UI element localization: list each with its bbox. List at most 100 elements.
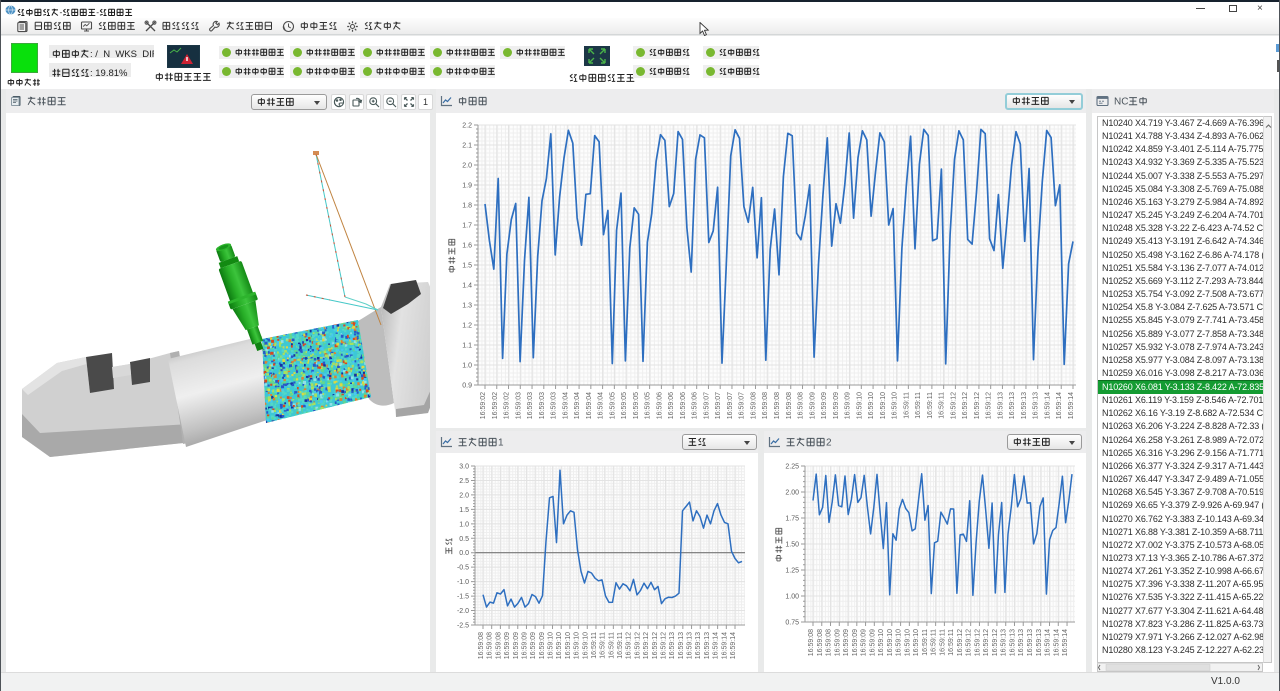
svg-text:16:59:11: 16:59:11 [948, 629, 955, 656]
svg-text:16:59:12: 16:59:12 [652, 632, 659, 659]
svg-text:16:59:06: 16:59:06 [656, 392, 663, 419]
svg-text:16:59:09: 16:59:09 [521, 632, 528, 659]
svg-text:16:59:12: 16:59:12 [950, 392, 957, 419]
svg-text:16:59:05: 16:59:05 [633, 392, 640, 419]
svg-text:1.0: 1.0 [459, 521, 469, 528]
svg-text:16:59:08: 16:59:08 [762, 392, 769, 419]
svg-text:16:59:09: 16:59:09 [834, 629, 841, 656]
svg-text:16:59:05: 16:59:05 [621, 392, 628, 419]
svg-text:16:59:12: 16:59:12 [974, 392, 981, 419]
svg-text:-2.0: -2.0 [457, 608, 469, 615]
svg-text:16:59:12: 16:59:12 [643, 632, 650, 659]
svg-text:16:59:09: 16:59:09 [504, 632, 511, 659]
svg-text:16:59:12: 16:59:12 [634, 632, 641, 659]
svg-text:1.5: 1.5 [462, 263, 472, 270]
svg-text:2: 2 [826, 437, 832, 448]
svg-text:16:59:10: 16:59:10 [878, 629, 885, 656]
svg-text:: /_N_WKS_DIR...: : /_N_WKS_DIR... [90, 49, 154, 58]
svg-text:16:59:06: 16:59:06 [692, 392, 699, 419]
svg-text:16:59:10: 16:59:10 [565, 632, 572, 659]
svg-text:16:59:11: 16:59:11 [931, 629, 938, 656]
svg-text:16:59:13: 16:59:13 [1009, 392, 1016, 419]
svg-text:16:59:14: 16:59:14 [1045, 392, 1052, 419]
svg-text:16:59:14: 16:59:14 [1045, 629, 1052, 656]
svg-text:16:59:06: 16:59:06 [668, 392, 675, 419]
svg-text:16:59:07: 16:59:07 [703, 392, 710, 419]
svg-text:16:59:11: 16:59:11 [591, 632, 598, 659]
svg-text:16:59:12: 16:59:12 [992, 629, 999, 656]
svg-text:0.9: 0.9 [462, 383, 472, 390]
svg-text:1.75: 1.75 [785, 516, 799, 523]
svg-text:1.1: 1.1 [462, 343, 472, 350]
svg-text:16:59:14: 16:59:14 [1062, 629, 1069, 656]
svg-text:16:59:10: 16:59:10 [856, 392, 863, 419]
svg-text:2.0: 2.0 [462, 163, 472, 170]
svg-text:16:59:03: 16:59:03 [515, 392, 522, 419]
svg-text:1.4: 1.4 [462, 283, 472, 290]
svg-text:1.0: 1.0 [462, 363, 472, 370]
svg-text:16:59:09: 16:59:09 [513, 632, 520, 659]
svg-text:16:59:13: 16:59:13 [1010, 629, 1017, 656]
svg-text:16:59:11: 16:59:11 [617, 632, 624, 659]
svg-text:16:59:07: 16:59:07 [715, 392, 722, 419]
svg-text:1.3: 1.3 [462, 303, 472, 310]
svg-text:0.0: 0.0 [459, 550, 469, 557]
svg-text:16:59:11: 16:59:11 [903, 392, 910, 419]
svg-text:16:59:14: 16:59:14 [1068, 392, 1075, 419]
svg-text:16:59:10: 16:59:10 [880, 392, 887, 419]
svg-text:16:59:10: 16:59:10 [868, 392, 875, 419]
svg-text:1.5: 1.5 [459, 507, 469, 514]
svg-text:16:59:13: 16:59:13 [1033, 392, 1040, 419]
svg-text:16:59:07: 16:59:07 [739, 392, 746, 419]
svg-text:1.8: 1.8 [462, 203, 472, 210]
svg-text:1.00: 1.00 [785, 594, 799, 601]
svg-text:16:59:09: 16:59:09 [821, 392, 828, 419]
svg-text:16:59:11: 16:59:11 [915, 392, 922, 419]
svg-text:16:59:03: 16:59:03 [527, 392, 534, 419]
svg-text:16:59:11: 16:59:11 [939, 629, 946, 656]
svg-text:2.25: 2.25 [785, 464, 799, 471]
svg-text:-2.5: -2.5 [457, 623, 469, 630]
svg-text:16:59:10: 16:59:10 [887, 629, 894, 656]
svg-text:16:59:11: 16:59:11 [927, 392, 934, 419]
svg-text:16:59:03: 16:59:03 [551, 392, 558, 419]
svg-text:16:59:08: 16:59:08 [751, 392, 758, 419]
svg-text:16:59:14: 16:59:14 [1056, 392, 1063, 419]
svg-text:16:59:04: 16:59:04 [586, 392, 593, 419]
svg-text:16:59:08: 16:59:08 [487, 632, 494, 659]
svg-text:16:59:12: 16:59:12 [983, 629, 990, 656]
svg-text:-1.5: -1.5 [457, 594, 469, 601]
svg-text:16:59:03: 16:59:03 [539, 392, 546, 419]
svg-text:16:59:13: 16:59:13 [704, 632, 711, 659]
svg-text:16:59:02: 16:59:02 [480, 392, 487, 419]
svg-text:16:59:09: 16:59:09 [845, 392, 852, 419]
svg-text:16:59:11: 16:59:11 [608, 632, 615, 659]
svg-text:16:59:13: 16:59:13 [1001, 629, 1008, 656]
svg-text:16:59:10: 16:59:10 [904, 629, 911, 656]
svg-text:16:59:08: 16:59:08 [808, 629, 815, 656]
svg-text:16:59:02: 16:59:02 [492, 392, 499, 419]
svg-text:-: - [96, 7, 99, 17]
svg-text:16:59:09: 16:59:09 [833, 392, 840, 419]
svg-text:16:59:04: 16:59:04 [598, 392, 605, 419]
svg-text:16:59:13: 16:59:13 [687, 632, 694, 659]
svg-text:1.25: 1.25 [785, 568, 799, 575]
svg-text:16:59:09: 16:59:09 [809, 392, 816, 419]
svg-text:16:59:13: 16:59:13 [1018, 629, 1025, 656]
svg-text:1.6: 1.6 [462, 243, 472, 250]
svg-text:16:59:04: 16:59:04 [574, 392, 581, 419]
svg-text:16:59:13: 16:59:13 [695, 632, 702, 659]
svg-text:16:59:02: 16:59:02 [504, 392, 511, 419]
svg-text:16:59:12: 16:59:12 [626, 632, 633, 659]
svg-text:1.50: 1.50 [785, 542, 799, 549]
svg-text:16:59:14: 16:59:14 [1053, 629, 1060, 656]
svg-text:16:59:10: 16:59:10 [556, 632, 563, 659]
svg-text:16:59:13: 16:59:13 [669, 632, 676, 659]
svg-text:16:59:05: 16:59:05 [645, 392, 652, 419]
svg-text:16:59:12: 16:59:12 [962, 392, 969, 419]
svg-text:16:59:05: 16:59:05 [609, 392, 616, 419]
svg-text:16:59:08: 16:59:08 [774, 392, 781, 419]
svg-text:16:59:10: 16:59:10 [574, 632, 581, 659]
svg-text:16:59:13: 16:59:13 [1036, 629, 1043, 656]
svg-text:16:59:10: 16:59:10 [896, 629, 903, 656]
